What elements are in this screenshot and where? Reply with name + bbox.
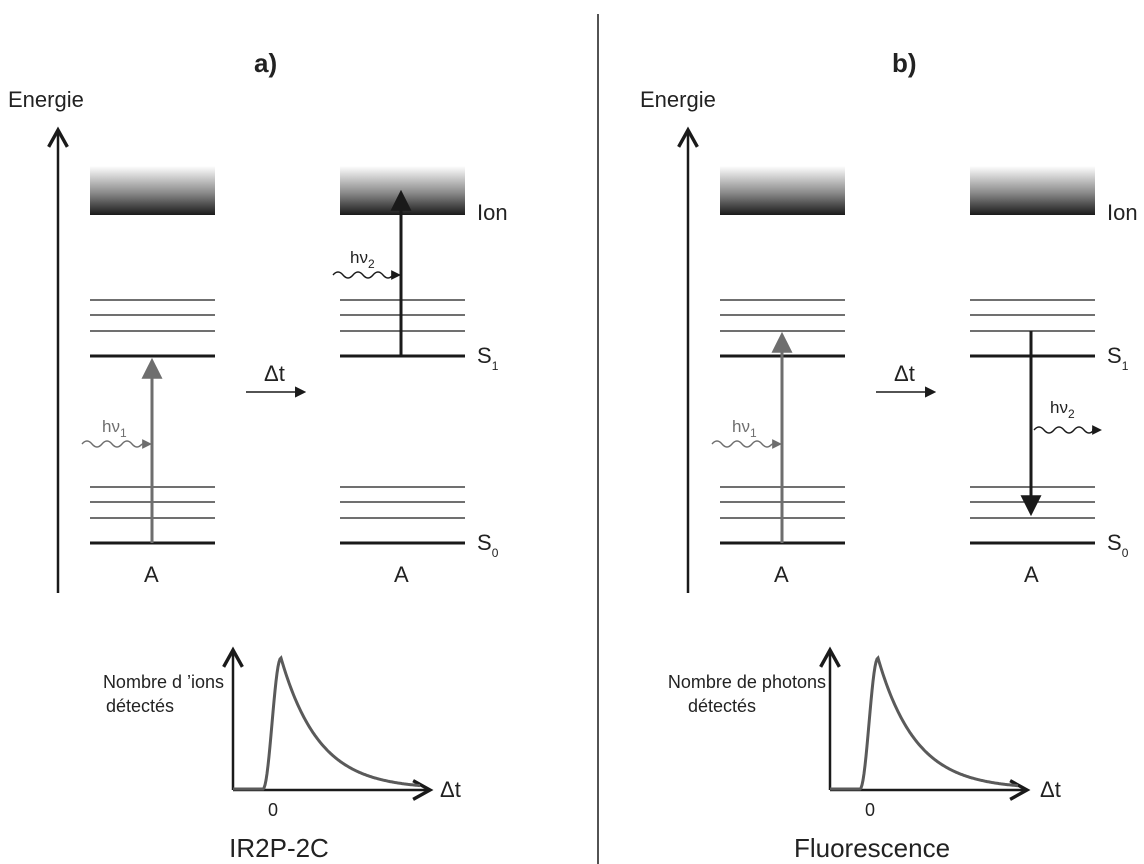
delay-label: Δt	[264, 361, 285, 386]
s0-label: S0	[1107, 530, 1129, 560]
graph-xlabel: Δt	[440, 777, 461, 802]
ion-label: Ion	[1107, 200, 1138, 225]
panel-title: b)	[892, 48, 917, 78]
molecule-right-label: A	[394, 562, 409, 587]
photon2-wave	[332, 271, 394, 279]
panel-caption: IR2P-2C	[229, 833, 329, 863]
molecule-right-label: A	[1024, 562, 1039, 587]
panel-b: b) Energie Ion S1	[640, 48, 1138, 863]
decay-graph: Nombre de photons détectés Δt 0	[668, 646, 1061, 820]
graph-zero-tick: 0	[865, 800, 875, 820]
graph-ylabel-line1: Nombre d ’ions	[103, 672, 224, 692]
photon2-wave	[1033, 426, 1095, 434]
energy-axis-label: Energie	[640, 87, 716, 112]
s1-levels-left	[90, 299, 215, 358]
ion-continuum-left	[720, 166, 845, 215]
molecule-left-label: A	[774, 562, 789, 587]
graph-zero-tick: 0	[268, 800, 278, 820]
panel-caption: Fluorescence	[794, 833, 950, 863]
delay-label: Δt	[894, 361, 915, 386]
ion-label: Ion	[477, 200, 508, 225]
ion-continuum-left	[90, 166, 215, 215]
molecule-left-label: A	[144, 562, 159, 587]
s0-levels-right	[970, 486, 1095, 545]
graph-ylabel-line2: détectés	[688, 696, 756, 716]
ion-continuum-right	[970, 166, 1095, 215]
photon1-label: hν1	[102, 417, 127, 440]
photon1-wave	[711, 440, 773, 448]
graph-ylabel-line1: Nombre de photons	[668, 672, 826, 692]
graph-xlabel: Δt	[1040, 777, 1061, 802]
decay-graph: Nombre d ’ions détectés Δt 0	[103, 646, 461, 820]
s1-label: S1	[477, 343, 499, 373]
panel-title: a)	[254, 48, 277, 78]
photon1-wave	[81, 440, 143, 448]
decay-curve	[830, 655, 1019, 791]
s1-label: S1	[1107, 343, 1129, 373]
s0-label: S0	[477, 530, 499, 560]
s0-levels-right	[340, 486, 465, 545]
graph-ylabel-line2: détectés	[106, 696, 174, 716]
photon2-label: hν2	[350, 248, 375, 271]
energy-axis-label: Energie	[8, 87, 84, 112]
decay-curve	[233, 655, 421, 791]
photon1-label: hν1	[732, 417, 757, 440]
photon2-label: hν2	[1050, 398, 1075, 421]
panel-a: a) Energie Ion S1	[8, 48, 508, 863]
